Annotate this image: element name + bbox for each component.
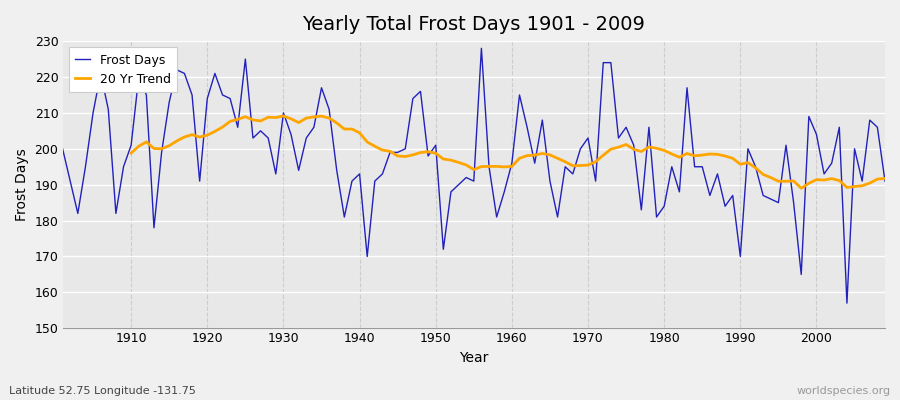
Frost Days [331,168,342,173]
Text: worldspecies.org: worldspecies.org [796,386,891,396]
Frost Days [514,92,525,97]
20 Yr Trend [796,186,806,191]
20 Yr Trend [270,115,281,120]
Frost Days [118,164,129,169]
Frost Days [606,60,616,65]
Frost Days [842,301,852,306]
20 Yr Trend [582,163,593,168]
20 Yr Trend [857,183,868,188]
20 Yr Trend [309,114,320,119]
20 Yr Trend [879,176,890,181]
Frost Days [285,132,296,137]
Frost Days [879,179,890,184]
20 Yr Trend [522,153,533,158]
Line: 20 Yr Trend: 20 Yr Trend [131,116,885,188]
Line: Frost Days: Frost Days [63,48,885,303]
Title: Yearly Total Frost Days 1901 - 2009: Yearly Total Frost Days 1901 - 2009 [302,15,645,34]
Legend: Frost Days, 20 Yr Trend: Frost Days, 20 Yr Trend [68,47,177,92]
20 Yr Trend [126,151,137,156]
Frost Days [507,161,517,166]
Text: Latitude 52.75 Longitude -131.75: Latitude 52.75 Longitude -131.75 [9,386,196,396]
X-axis label: Year: Year [459,351,489,365]
20 Yr Trend [278,114,289,118]
Y-axis label: Frost Days: Frost Days [15,148,29,221]
20 Yr Trend [834,178,845,183]
Frost Days [58,146,68,151]
Frost Days [476,46,487,51]
